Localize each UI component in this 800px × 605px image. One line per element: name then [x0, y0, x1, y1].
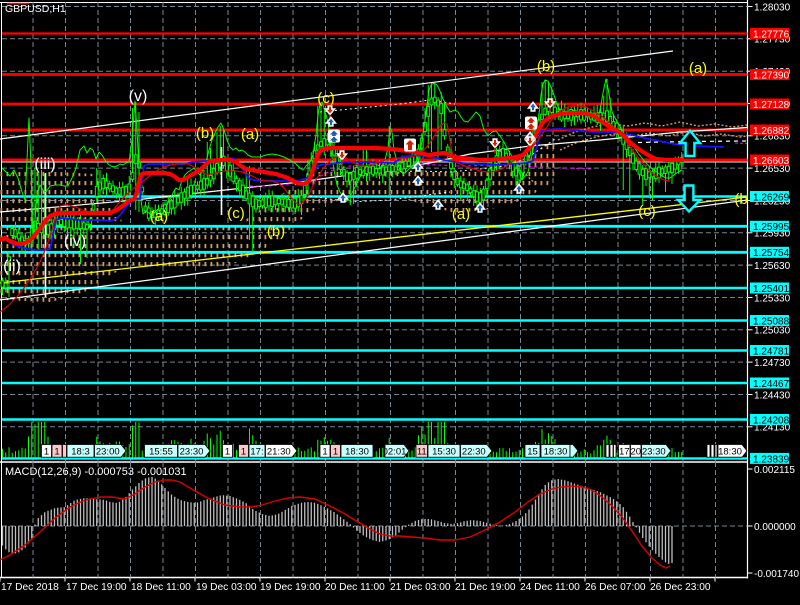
- svg-text:(b): (b): [537, 58, 555, 75]
- svg-text:1.27730: 1.27730: [754, 35, 791, 46]
- svg-text:21 Dec 03:00: 21 Dec 03:00: [390, 582, 451, 593]
- svg-text:22:30: 22:30: [462, 447, 486, 458]
- svg-text:1.26269: 1.26269: [753, 192, 790, 203]
- svg-text:-0.001740: -0.001740: [754, 569, 799, 580]
- svg-text:1: 1: [44, 447, 49, 458]
- svg-text:19 Dec 19:00: 19 Dec 19:00: [260, 582, 321, 593]
- svg-text:15: 15: [527, 447, 538, 458]
- svg-text:MACD(12,26,9) -0.000753 -0.001: MACD(12,26,9) -0.000753 -0.001031: [5, 466, 187, 478]
- svg-text:1.25401: 1.25401: [753, 284, 790, 295]
- svg-text:(c): (c): [317, 90, 335, 107]
- svg-text:15:55: 15:55: [149, 447, 173, 458]
- svg-text:15:30: 15:30: [432, 447, 456, 458]
- svg-text:21:30: 21:30: [267, 447, 291, 458]
- svg-text:1.25630: 1.25630: [754, 261, 791, 272]
- svg-text:1.26530: 1.26530: [754, 164, 791, 175]
- svg-text:(b: (b: [734, 191, 747, 208]
- svg-text:(c): (c): [227, 205, 245, 222]
- svg-text:02:01: 02:01: [383, 447, 407, 458]
- svg-text:1.24730: 1.24730: [754, 358, 791, 369]
- svg-text:1.25330: 1.25330: [754, 293, 791, 304]
- svg-text:24 Dec 11:00: 24 Dec 11:00: [520, 582, 580, 593]
- svg-text:(iv): (iv): [64, 233, 86, 250]
- svg-text:18:3: 18:3: [71, 447, 90, 458]
- svg-text:(iii): (iii): [34, 156, 55, 173]
- svg-text:(ii): (ii): [3, 258, 21, 275]
- svg-text:1.24430: 1.24430: [754, 390, 791, 401]
- svg-text:26 Dec 23:00: 26 Dec 23:00: [650, 582, 711, 593]
- svg-text:1.24130: 1.24130: [754, 423, 791, 434]
- svg-text:17:: 17:: [250, 447, 263, 458]
- svg-text:0.002115: 0.002115: [754, 465, 795, 476]
- svg-text:1.24467: 1.24467: [753, 379, 790, 390]
- svg-text:1.28030: 1.28030: [754, 2, 791, 13]
- svg-text:18:30: 18:30: [544, 447, 568, 458]
- svg-text:1: 1: [54, 447, 59, 458]
- svg-text:(a): (a): [452, 206, 470, 223]
- svg-text:21 Dec 19:00: 21 Dec 19:00: [455, 582, 516, 593]
- svg-text:1.26830: 1.26830: [754, 132, 791, 143]
- svg-text:18:30: 18:30: [345, 447, 369, 458]
- svg-text:1: 1: [241, 447, 246, 458]
- svg-text:1.24208: 1.24208: [753, 415, 790, 426]
- svg-text:20 Dec 11:00: 20 Dec 11:00: [325, 582, 385, 593]
- svg-text:(a): (a): [241, 126, 259, 143]
- svg-text:1.25995: 1.25995: [753, 222, 790, 233]
- svg-text:1: 1: [225, 447, 230, 458]
- svg-text:(b): (b): [267, 223, 285, 240]
- svg-text:1.25030: 1.25030: [754, 326, 791, 337]
- svg-text:17 Dec 19:00: 17 Dec 19:00: [66, 582, 127, 593]
- svg-text:1.26603: 1.26603: [753, 156, 790, 167]
- svg-text:GBPUSD,H1: GBPUSD,H1: [5, 3, 66, 15]
- svg-text:1.25088: 1.25088: [753, 316, 790, 327]
- svg-text:23:30: 23:30: [180, 447, 204, 458]
- svg-text:1.23839: 1.23839: [753, 454, 790, 465]
- svg-text:18:30: 18:30: [718, 447, 742, 458]
- svg-text:1.25930: 1.25930: [754, 229, 791, 240]
- svg-text:20: 20: [630, 447, 641, 458]
- svg-text:1.25754: 1.25754: [753, 248, 790, 259]
- svg-text:23:00: 23:00: [96, 447, 120, 458]
- svg-text:(b): (b): [196, 125, 214, 142]
- svg-text:17: 17: [619, 447, 630, 458]
- svg-text:(a): (a): [689, 60, 707, 77]
- svg-text:1.27390: 1.27390: [753, 70, 790, 81]
- svg-text:26 Dec 07:00: 26 Dec 07:00: [585, 582, 646, 593]
- svg-text:1: 1: [322, 447, 327, 458]
- svg-text:1.26882: 1.26882: [753, 126, 790, 137]
- svg-text:19 Dec 03:00: 19 Dec 03:00: [196, 582, 257, 593]
- svg-text:1: 1: [333, 447, 338, 458]
- svg-text:1.27776: 1.27776: [753, 29, 790, 40]
- svg-text:17 Dec 2018: 17 Dec 2018: [1, 582, 59, 593]
- svg-text:1.24781: 1.24781: [753, 346, 790, 357]
- svg-text:(a): (a): [150, 208, 168, 225]
- svg-text:1.27128: 1.27128: [753, 100, 790, 111]
- svg-text:18 Dec 11:00: 18 Dec 11:00: [131, 582, 191, 593]
- svg-text:(c): (c): [638, 203, 656, 220]
- svg-text:(v): (v): [129, 88, 148, 105]
- svg-text:11: 11: [417, 447, 427, 458]
- svg-text:23:30: 23:30: [642, 447, 666, 458]
- svg-text:0.000000: 0.000000: [754, 522, 796, 533]
